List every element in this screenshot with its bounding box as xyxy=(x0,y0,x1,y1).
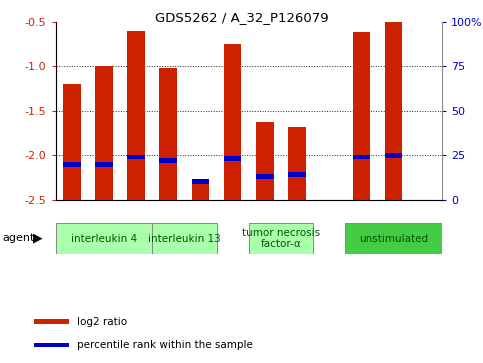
Bar xyxy=(288,127,306,200)
Text: agent: agent xyxy=(2,233,35,243)
Bar xyxy=(127,155,145,159)
Bar xyxy=(95,66,113,200)
Bar xyxy=(249,223,313,254)
Bar xyxy=(152,223,216,254)
Bar xyxy=(256,174,274,179)
Bar xyxy=(385,153,402,158)
Text: interleukin 13: interleukin 13 xyxy=(148,234,221,244)
Bar xyxy=(159,68,177,200)
Text: GDS5262 / A_32_P126079: GDS5262 / A_32_P126079 xyxy=(155,11,328,24)
Bar xyxy=(192,182,209,200)
Bar xyxy=(353,32,370,200)
Bar xyxy=(159,158,177,163)
Bar xyxy=(353,155,370,159)
Bar xyxy=(63,162,81,167)
Bar xyxy=(56,223,152,254)
Bar xyxy=(95,162,113,167)
Text: percentile rank within the sample: percentile rank within the sample xyxy=(77,340,253,350)
Bar xyxy=(224,156,242,161)
Bar xyxy=(34,319,69,324)
Text: log2 ratio: log2 ratio xyxy=(77,317,128,327)
Text: interleukin 4: interleukin 4 xyxy=(71,234,137,244)
Bar xyxy=(127,30,145,200)
Bar xyxy=(224,44,242,200)
Text: ▶: ▶ xyxy=(33,231,43,244)
Bar xyxy=(192,179,209,184)
Bar xyxy=(34,343,69,347)
Bar xyxy=(345,223,442,254)
Bar xyxy=(385,22,402,200)
Bar xyxy=(256,122,274,200)
Text: tumor necrosis
factor-α: tumor necrosis factor-α xyxy=(242,228,320,249)
Bar xyxy=(288,172,306,177)
Bar xyxy=(63,84,81,200)
Text: unstimulated: unstimulated xyxy=(359,234,428,244)
